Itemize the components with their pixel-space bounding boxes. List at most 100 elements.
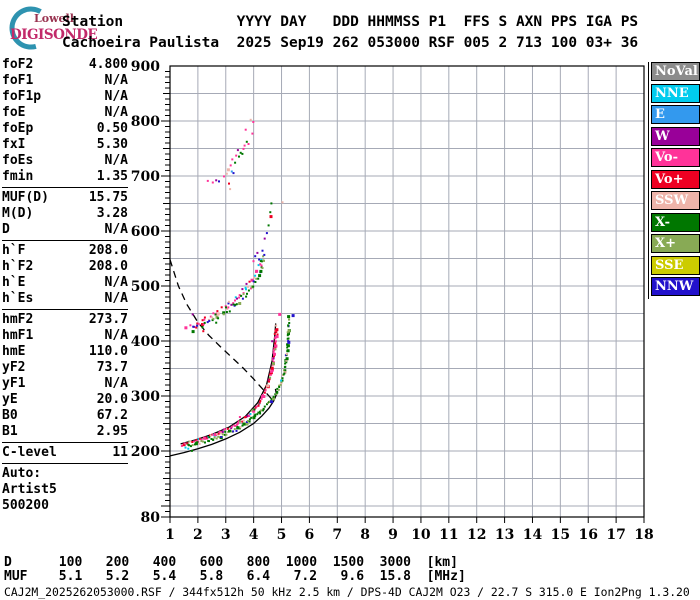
param-row: h`F2 208.0 — [2, 259, 128, 275]
param-label: MUF(D) — [2, 190, 49, 205]
param-label: 500200 — [2, 498, 49, 513]
param-row: h`E N/A — [2, 275, 128, 291]
curve-true-height-profile — [169, 388, 278, 457]
svg-text:18: 18 — [634, 527, 653, 543]
param-separator — [2, 187, 128, 188]
param-separator — [2, 442, 128, 443]
param-value: 3.28 — [96, 206, 128, 221]
distance-row: D 100 200 400 600 800 1000 1500 3000 [km… — [4, 555, 458, 570]
svg-text:3: 3 — [221, 527, 231, 543]
svg-text:500: 500 — [131, 279, 160, 295]
param-value: N/A — [104, 222, 128, 237]
param-value: 2.95 — [96, 424, 128, 439]
param-label: C-level — [2, 445, 57, 460]
svg-text:7: 7 — [332, 527, 342, 543]
param-value: 110.0 — [88, 344, 128, 359]
param-row: fxI 5.30 — [2, 137, 128, 153]
param-separator — [2, 463, 128, 464]
param-row: foEp 0.50 — [2, 121, 128, 137]
param-row: Auto: — [2, 466, 128, 482]
param-value: N/A — [104, 105, 128, 120]
param-row: foEs N/A — [2, 153, 128, 169]
svg-text:13: 13 — [495, 527, 514, 543]
param-separator — [2, 309, 128, 310]
legend-item-ssw: SSW — [651, 191, 700, 210]
svg-text:16: 16 — [578, 527, 597, 543]
svg-text:9: 9 — [388, 527, 398, 543]
param-value: 0.50 — [96, 121, 128, 136]
svg-text:700: 700 — [131, 169, 160, 185]
param-row: yF2 73.7 — [2, 360, 128, 376]
svg-text:6: 6 — [305, 527, 315, 543]
svg-text:4: 4 — [249, 527, 259, 543]
legend-item-nnw: NNW — [651, 277, 700, 296]
param-row: fmin 1.35 — [2, 169, 128, 185]
param-value: 5.30 — [96, 137, 128, 152]
param-value: N/A — [104, 291, 128, 306]
param-label: foEs — [2, 153, 34, 168]
param-row: foE N/A — [2, 105, 128, 121]
param-label: hmE — [2, 344, 26, 359]
param-label: fmin — [2, 169, 34, 184]
param-value: N/A — [104, 376, 128, 391]
legend-item-vo-: Vo- — [651, 148, 700, 167]
param-value: N/A — [104, 73, 128, 88]
param-row: C-level 11 — [2, 445, 128, 461]
param-label: fxI — [2, 137, 26, 152]
svg-text:80: 80 — [141, 510, 161, 526]
param-label: yF1 — [2, 376, 26, 391]
param-value: N/A — [104, 153, 128, 168]
svg-text:2: 2 — [193, 527, 203, 543]
echo-direction-legend: NoVal NNE E W Vo- Vo+ SSW X- X+ SSE NNW — [648, 62, 700, 299]
param-row: yF1 N/A — [2, 376, 128, 392]
param-row: B0 67.2 — [2, 408, 128, 424]
muf-row: MUF 5.1 5.2 5.4 5.8 6.4 7.2 9.6 15.8 [MH… — [4, 569, 466, 584]
legend-item-sse: SSE — [651, 255, 700, 275]
param-label: foEp — [2, 121, 34, 136]
svg-text:14: 14 — [523, 527, 543, 543]
param-label: yF2 — [2, 360, 26, 375]
svg-text:11: 11 — [439, 527, 458, 543]
param-value: 20.0 — [96, 392, 128, 407]
svg-text:17: 17 — [606, 527, 625, 543]
curve-MUF-transmission-curve — [169, 259, 275, 402]
param-row: B1 2.95 — [2, 424, 128, 440]
logo-digisonde-text: DIGISONDE — [10, 27, 97, 43]
scaled-parameters-panel: foF2 4.800 foF1 N/A foF1p N/A foE N/A foEp 0.50 fx… — [2, 57, 128, 514]
svg-text:1: 1 — [165, 527, 175, 543]
param-label: h`Es — [2, 291, 34, 306]
svg-text:5: 5 — [277, 527, 287, 543]
param-value: N/A — [104, 275, 128, 290]
legend-item-e: E — [651, 105, 700, 124]
param-label: Auto: — [2, 466, 42, 481]
svg-text:12: 12 — [467, 527, 486, 543]
param-row: MUF(D) 15.75 — [2, 190, 128, 206]
legend-item-nne: NNE — [651, 83, 700, 103]
param-label: B1 — [2, 424, 18, 439]
param-row: yE 20.0 — [2, 392, 128, 408]
file-info-row: CAJ2M_2025262053000.RSF / 344fx512h 50 k… — [4, 585, 690, 599]
param-row: D N/A — [2, 222, 128, 238]
svg-text:10: 10 — [411, 527, 431, 543]
svg-text:400: 400 — [131, 334, 160, 350]
header-values-row: Cachoeira Paulista 2025 Sep19 262 053000… — [62, 35, 639, 51]
param-value: 208.0 — [88, 243, 128, 258]
legend-item-x-: X- — [651, 212, 700, 232]
param-row: Artist5 — [2, 482, 128, 498]
param-label: foF1p — [2, 89, 42, 104]
legend-item-noval: NoVal — [651, 62, 700, 81]
svg-text:8: 8 — [360, 527, 370, 543]
param-label: B0 — [2, 408, 18, 423]
param-value: 11 — [112, 445, 128, 460]
param-label: M(D) — [2, 206, 34, 221]
header-field-names-row: Station YYYY DAY DDD HHMMSS P1 FFS S AXN… — [62, 14, 639, 30]
svg-text:15: 15 — [551, 527, 570, 543]
param-row: 500200 — [2, 498, 128, 514]
param-row: hmE 110.0 — [2, 344, 128, 360]
lowell-digisonde-logo: Lowell DIGISONDE — [4, 2, 116, 52]
param-row: M(D) 3.28 — [2, 206, 128, 222]
param-value: 1.35 — [96, 169, 128, 184]
svg-text:900: 900 — [131, 59, 160, 75]
legend-item-vo+: Vo+ — [651, 169, 700, 189]
